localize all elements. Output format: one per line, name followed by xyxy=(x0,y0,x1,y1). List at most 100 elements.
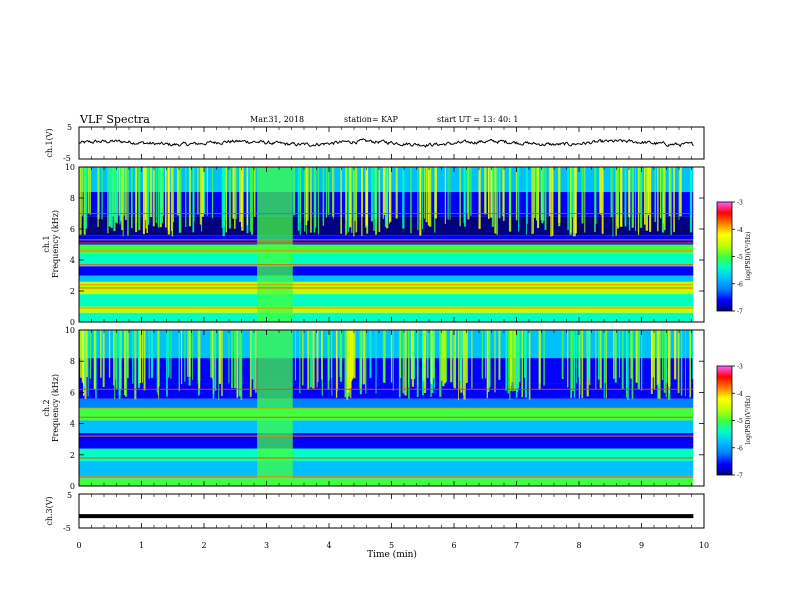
impulsive-streak xyxy=(156,330,158,393)
impulsive-streak xyxy=(309,330,313,388)
impulsive-streak xyxy=(426,330,429,378)
impulsive-streak xyxy=(240,167,242,227)
impulsive-streak xyxy=(297,167,300,231)
impulsive-streak xyxy=(214,330,217,391)
impulsive-streak xyxy=(645,167,648,231)
impulsive-streak xyxy=(253,330,256,390)
colorbar-tick-label: -4 xyxy=(737,391,743,398)
freq-tick-label: 0 xyxy=(70,318,75,327)
impulsive-streak xyxy=(251,167,253,235)
freq-tick-label: 10 xyxy=(65,163,75,172)
impulsive-streak xyxy=(312,330,315,389)
impulsive-streak xyxy=(604,330,606,384)
impulsive-streak xyxy=(87,330,89,397)
impulsive-streak xyxy=(322,167,325,226)
ch3-ylabel: ch.3(V) xyxy=(45,496,54,525)
freq-tick-label: 6 xyxy=(70,388,75,397)
impulsive-streak xyxy=(83,330,85,387)
impulsive-streak xyxy=(447,167,449,220)
impulsive-streak xyxy=(176,167,180,216)
ch1-colorbar: -3 -4 -5 -6 -7 log(PSD)(V²/Hz) xyxy=(716,200,752,316)
impulsive-streak xyxy=(202,167,206,215)
impulsive-streak xyxy=(657,330,660,384)
spectrogram-band xyxy=(79,306,694,313)
ch3-waveform-panel: 5 -5 ch.3(V) 0 1 2 3 4 5 6 7 8 9 10 Time (min) xyxy=(45,491,709,560)
spectrogram-band xyxy=(79,294,694,307)
ch2-time-ticks xyxy=(78,330,705,486)
impulsive-streak xyxy=(603,330,605,399)
date-label: Mar.31, 2018 xyxy=(250,115,304,124)
time-axis-tick-labels: 0 1 2 3 4 5 6 7 8 9 10 xyxy=(76,541,709,550)
impulsive-streak xyxy=(488,330,490,393)
impulsive-streak xyxy=(225,167,227,221)
impulsive-streak xyxy=(505,330,508,391)
impulsive-streak xyxy=(679,167,680,216)
impulsive-streak xyxy=(145,167,147,229)
impulsive-streak xyxy=(211,167,214,219)
impulsive-streak xyxy=(302,330,304,386)
ch1-spectrogram-panel: 0 2 4 6 8 10 ch.1 Frequency (kHz) xyxy=(42,163,705,327)
burst-block xyxy=(257,167,293,322)
impulsive-streak xyxy=(471,330,473,389)
colorbar-tick-label: -4 xyxy=(737,227,743,234)
impulsive-streak xyxy=(143,330,146,391)
impulsive-streak xyxy=(502,167,505,221)
impulsive-streak xyxy=(241,167,244,231)
impulsive-streak xyxy=(637,330,640,390)
impulsive-streak xyxy=(199,167,202,225)
impulsive-streak xyxy=(616,167,619,216)
time-tick-label: 6 xyxy=(451,541,456,550)
impulsive-streak xyxy=(678,167,680,220)
impulsive-streak xyxy=(228,330,230,384)
impulsive-streak xyxy=(317,330,319,383)
impulsive-streak xyxy=(509,167,511,219)
spectrogram-band xyxy=(79,398,694,408)
impulsive-streak xyxy=(537,167,540,229)
impulsive-streak xyxy=(300,167,301,223)
impulsive-streak xyxy=(351,167,353,233)
impulsive-streak xyxy=(644,167,646,225)
impulsive-streak xyxy=(85,167,88,229)
impulsive-streak xyxy=(543,330,545,386)
impulsive-streak xyxy=(327,167,330,216)
impulsive-streak xyxy=(422,167,424,229)
impulsive-streak xyxy=(185,167,187,228)
ch1-colorbar-label: log(PSD)(V²/Hz) xyxy=(745,232,752,281)
ch1-spectrogram-ylabel-frequency: Frequency (kHz) xyxy=(51,210,60,278)
impulsive-streak xyxy=(653,330,656,390)
impulsive-streak xyxy=(660,167,662,219)
impulsive-streak xyxy=(489,330,491,385)
impulsive-streak xyxy=(601,330,602,389)
ch1-ylabel: ch.1(V) xyxy=(45,128,54,157)
impulsive-streak xyxy=(134,330,136,401)
impulsive-streak xyxy=(108,330,111,378)
impulsive-streak xyxy=(430,330,433,384)
impulsive-streak xyxy=(494,330,496,393)
impulsive-streak xyxy=(614,330,617,383)
ch1-ytick-bottom: -5 xyxy=(63,154,71,163)
impulsive-streak xyxy=(408,330,410,399)
impulsive-streak xyxy=(679,167,682,217)
impulsive-streak xyxy=(641,330,643,391)
impulsive-streak xyxy=(307,167,309,221)
impulsive-streak xyxy=(663,167,665,224)
impulsive-streak xyxy=(148,330,150,379)
impulsive-streak xyxy=(149,167,153,218)
impulsive-streak xyxy=(542,167,545,221)
impulsive-streak xyxy=(218,330,220,400)
impulsive-streak xyxy=(581,330,584,399)
impulsive-streak xyxy=(384,167,387,227)
impulsive-streak xyxy=(135,167,138,233)
impulsive-streak xyxy=(496,167,498,235)
impulsive-streak xyxy=(462,330,464,396)
time-tick-label: 1 xyxy=(139,541,144,550)
impulsive-streak xyxy=(305,167,308,226)
colorbar-tick-label: -5 xyxy=(737,254,743,261)
impulsive-streak xyxy=(630,330,633,379)
impulsive-streak xyxy=(538,330,541,384)
ch3-waveform-ticks xyxy=(78,494,705,528)
impulsive-streak xyxy=(392,330,394,391)
impulsive-streak xyxy=(321,330,323,380)
impulsive-streak xyxy=(365,330,367,394)
ch3-waveform-frame xyxy=(78,493,705,529)
